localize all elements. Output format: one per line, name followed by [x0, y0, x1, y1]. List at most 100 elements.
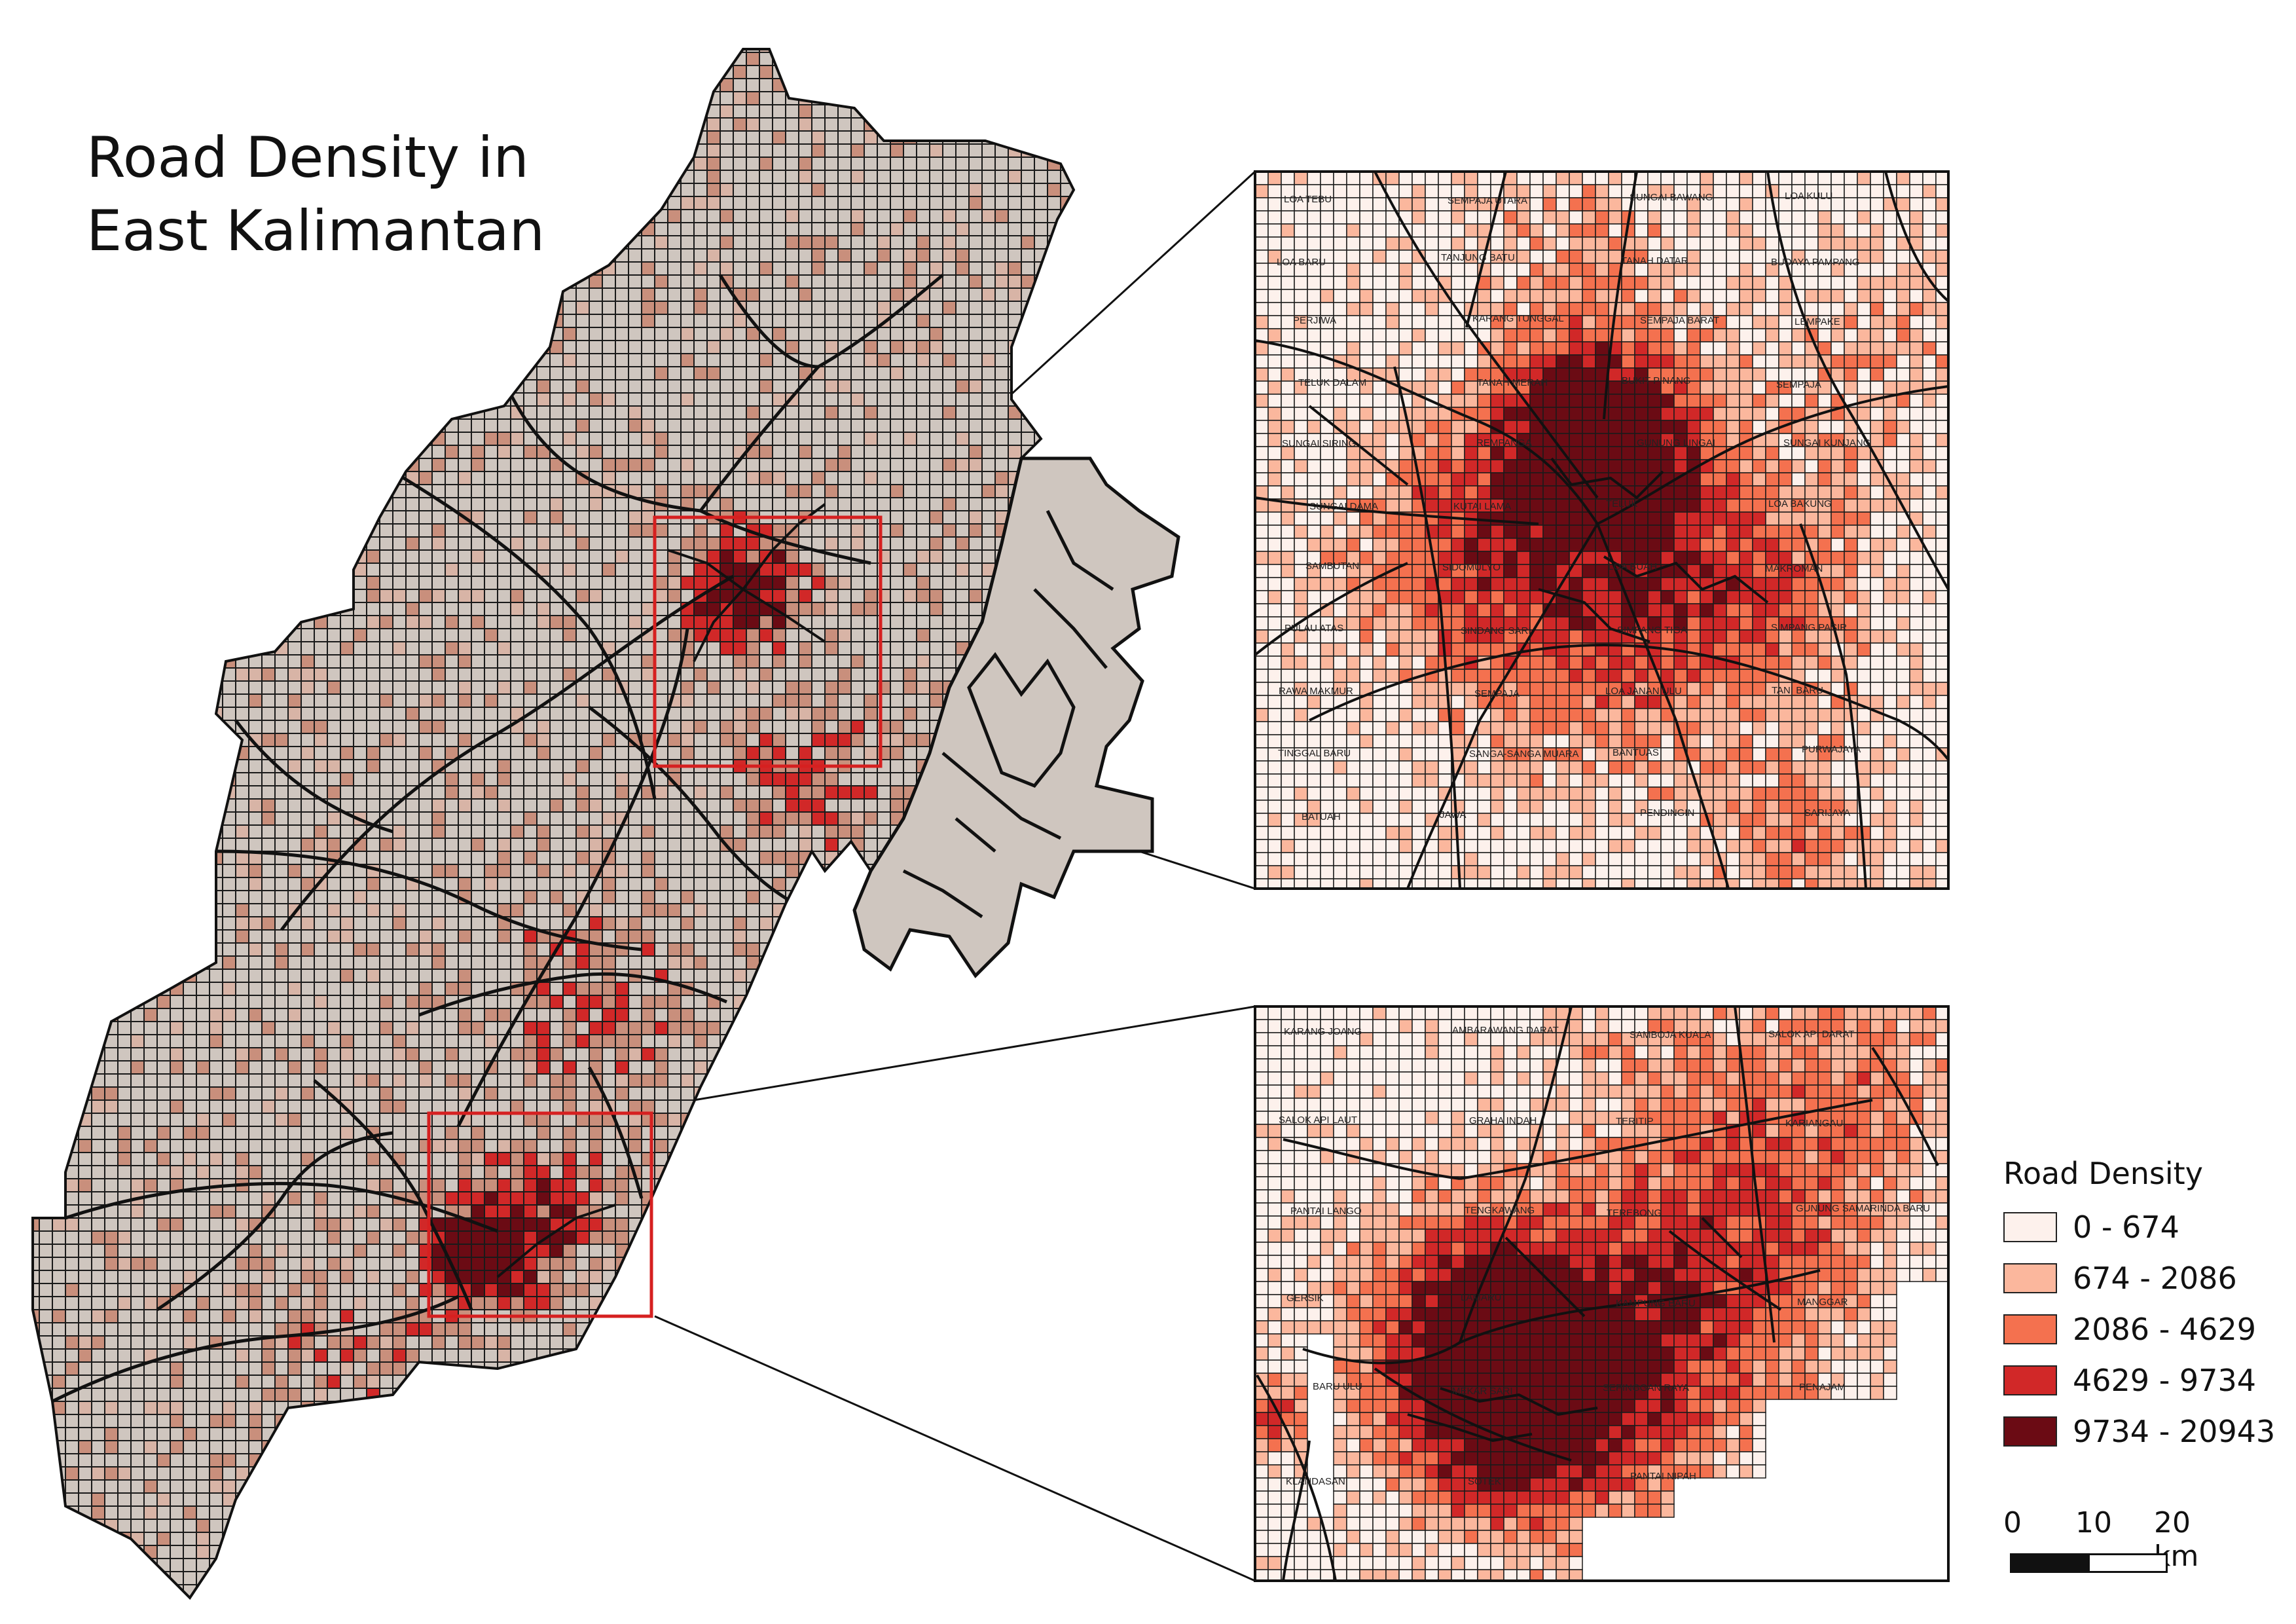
- density-cell: [1686, 276, 1701, 290]
- main-density-cell: [498, 105, 511, 118]
- density-cell: [1621, 669, 1635, 683]
- main-density-cell: [982, 1113, 995, 1126]
- density-cell: [1412, 564, 1426, 578]
- density-cell: [1412, 420, 1426, 434]
- main-density-cell: [340, 367, 354, 380]
- main-density-cell: [1178, 1113, 1192, 1126]
- density-cell: [1713, 394, 1727, 408]
- main-density-cell: [65, 157, 79, 170]
- density-cell: [1294, 603, 1308, 618]
- density-cell: [1778, 210, 1793, 225]
- main-density-cell: [1113, 157, 1126, 170]
- main-density-cell: [1074, 432, 1087, 445]
- density-cell: [1870, 525, 1884, 539]
- density-cell: [1883, 302, 1897, 316]
- density-cell: [1425, 616, 1439, 631]
- density-cell: [1922, 328, 1937, 342]
- main-density-cell: [39, 642, 52, 655]
- main-density-cell: [65, 537, 79, 550]
- density-cell: [1556, 551, 1570, 565]
- density-cell: [1922, 223, 1937, 238]
- main-density-cell: [157, 864, 170, 877]
- main-density-cell: [877, 1192, 890, 1205]
- main-density-cell: [1087, 288, 1100, 301]
- density-cell: [1804, 446, 1819, 460]
- density-cell: [1346, 197, 1360, 212]
- main-density-cell: [458, 79, 471, 92]
- main-density-cell: [1061, 1166, 1074, 1179]
- main-density-cell: [1074, 1388, 1087, 1401]
- density-cell: [1320, 485, 1334, 500]
- main-density-cell: [746, 1467, 759, 1480]
- main-density-cell: [694, 1375, 707, 1388]
- main-density-cell: [196, 851, 210, 864]
- density-cell: [1595, 328, 1609, 342]
- density-cell: [1385, 642, 1400, 657]
- main-density-cell: [799, 1349, 812, 1362]
- main-density-cell: [1152, 196, 1165, 210]
- main-density-cell: [1152, 1283, 1165, 1297]
- main-density-cell: [445, 393, 458, 406]
- density-cell: [1372, 669, 1387, 683]
- density-cell: [1516, 485, 1531, 500]
- density-cell: [1385, 551, 1400, 565]
- density-cell: [1359, 655, 1374, 670]
- density-cell: [1490, 590, 1504, 604]
- density-cell: [1686, 210, 1701, 225]
- density-cell: [1621, 420, 1635, 434]
- density-cell: [1385, 629, 1400, 644]
- main-density-cell: [799, 1559, 812, 1572]
- main-density-cell: [105, 681, 118, 694]
- main-density-cell: [33, 576, 39, 589]
- main-density-cell: [432, 288, 445, 301]
- main-density-cell: [681, 1179, 694, 1192]
- density-cell: [1359, 276, 1374, 290]
- density-cell: [1883, 276, 1897, 290]
- density-cell: [1778, 394, 1793, 408]
- density-cell: [1752, 642, 1766, 657]
- density-cell: [1320, 223, 1334, 238]
- main-density-cell: [419, 1480, 432, 1493]
- main-density-cell: [1074, 1179, 1087, 1192]
- main-density-cell: [236, 1585, 249, 1598]
- density-cell: [1844, 367, 1858, 382]
- density-cell: [1647, 210, 1662, 225]
- main-density-cell: [1152, 1336, 1165, 1349]
- main-density-cell: [1021, 92, 1034, 105]
- main-density-cell: [1074, 196, 1087, 210]
- main-density-cell: [314, 1532, 327, 1545]
- density-cell: [1686, 485, 1701, 500]
- main-density-cell: [39, 655, 52, 668]
- density-cell: [1516, 669, 1531, 683]
- main-density-cell: [825, 1231, 838, 1244]
- density-cell: [1372, 420, 1387, 434]
- density-cell: [1569, 629, 1583, 644]
- density-cell: [1765, 236, 1779, 251]
- density-cell: [1582, 380, 1596, 395]
- density-cell: [1686, 328, 1701, 342]
- density-cell: [1490, 577, 1504, 591]
- density-cell: [1556, 367, 1570, 382]
- density-cell: [1909, 210, 1923, 225]
- density-cell: [1569, 289, 1583, 303]
- density-cell: [1267, 223, 1282, 238]
- density-cell: [1529, 603, 1544, 618]
- main-density-cell: [1178, 183, 1192, 196]
- main-density-cell: [1113, 1493, 1126, 1506]
- density-cell: [1713, 263, 1727, 277]
- density-cell: [1778, 341, 1793, 356]
- density-cell: [1372, 629, 1387, 644]
- main-density-cell: [1165, 354, 1178, 367]
- density-cell: [1713, 485, 1727, 500]
- density-cell: [1542, 328, 1557, 342]
- main-density-cell: [33, 786, 39, 799]
- main-density-cell: [943, 1375, 956, 1388]
- main-density-cell: [1021, 1310, 1034, 1323]
- main-density-cell: [759, 1166, 773, 1179]
- density-cell: [1700, 485, 1714, 500]
- density-cell: [1477, 407, 1491, 421]
- main-density-cell: [92, 1008, 105, 1022]
- main-density-cell: [39, 210, 52, 223]
- main-density-cell: [223, 341, 236, 354]
- density-cell: [1359, 249, 1374, 264]
